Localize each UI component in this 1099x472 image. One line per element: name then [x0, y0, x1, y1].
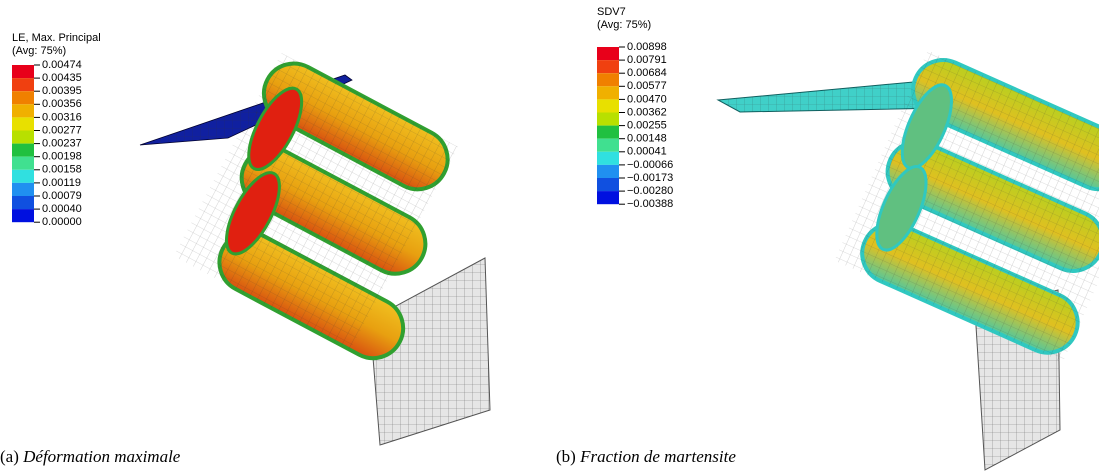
legend-level: 0.00791	[627, 54, 667, 66]
legend-level: 0.00684	[627, 67, 667, 79]
legend-level: 0.00000	[42, 216, 82, 228]
legend-swatch	[12, 156, 34, 170]
legend-swatch	[12, 130, 34, 144]
legend-swatch	[12, 117, 34, 131]
legend-level: 0.00470	[627, 93, 667, 105]
legend-swatch	[597, 73, 619, 87]
legend-swatch	[12, 143, 34, 157]
legend-level: 0.00316	[42, 111, 82, 123]
legend-level: 0.00395	[42, 85, 82, 97]
legend-level: −0.00388	[627, 198, 673, 210]
legend-swatch	[12, 182, 34, 196]
legend-level: 0.00577	[627, 80, 667, 92]
legend-level: 0.00255	[627, 120, 667, 132]
legend-swatch	[12, 104, 34, 118]
legend-swatch	[12, 65, 34, 79]
legend-subtitle: (Avg: 75%)	[12, 45, 66, 57]
legend-level: 0.00119	[42, 177, 81, 189]
caption-label: (b)	[556, 447, 576, 466]
caption: (a) Déformation maximale	[0, 447, 181, 466]
legend-level: 0.00040	[42, 203, 82, 215]
legend-subtitle: (Avg: 75%)	[597, 19, 651, 31]
caption: (b) Fraction de martensite	[556, 447, 736, 466]
legend-swatch	[597, 99, 619, 113]
caption-text: Déformation maximale	[22, 447, 181, 466]
legend-swatch	[12, 169, 34, 183]
legend-level: 0.00474	[42, 59, 82, 71]
legend-level: 0.00277	[42, 124, 82, 136]
model-b	[716, 50, 1099, 471]
caption-label: (a)	[0, 447, 19, 466]
legend-swatch	[597, 151, 619, 165]
legend-level: 0.00041	[627, 146, 667, 158]
legend-swatch	[597, 47, 619, 61]
legend-swatch	[12, 91, 34, 105]
legend-level: 0.00435	[42, 72, 82, 84]
legend-swatch	[597, 112, 619, 126]
legend-level: −0.00066	[627, 159, 673, 171]
legend-level: 0.00158	[42, 164, 82, 176]
legend-swatch	[597, 138, 619, 152]
legend-swatch	[12, 209, 34, 223]
legend-swatch	[597, 191, 619, 205]
legend-level: −0.00173	[627, 172, 673, 184]
legend-level: 0.00362	[627, 106, 667, 118]
legend-level: 0.00148	[627, 133, 667, 145]
legend-title: SDV7	[597, 6, 626, 18]
caption-text: Fraction de martensite	[579, 447, 736, 466]
legend-swatch	[597, 125, 619, 139]
legend-level: 0.00356	[42, 98, 82, 110]
legend-swatch	[597, 86, 619, 100]
legend-swatch	[597, 178, 619, 192]
legend-level: 0.00198	[42, 151, 82, 163]
legend-level: 0.00237	[42, 138, 82, 150]
legend-swatch	[597, 60, 619, 74]
legend-title: LE, Max. Principal	[12, 32, 101, 44]
legend-swatch	[597, 164, 619, 178]
legend-level: −0.00280	[627, 185, 673, 197]
model-a	[139, 52, 491, 446]
legend-swatch	[12, 78, 34, 92]
legend-swatch	[12, 196, 34, 210]
legend-level: 0.00079	[42, 190, 82, 202]
legend-level: 0.00898	[627, 41, 667, 53]
